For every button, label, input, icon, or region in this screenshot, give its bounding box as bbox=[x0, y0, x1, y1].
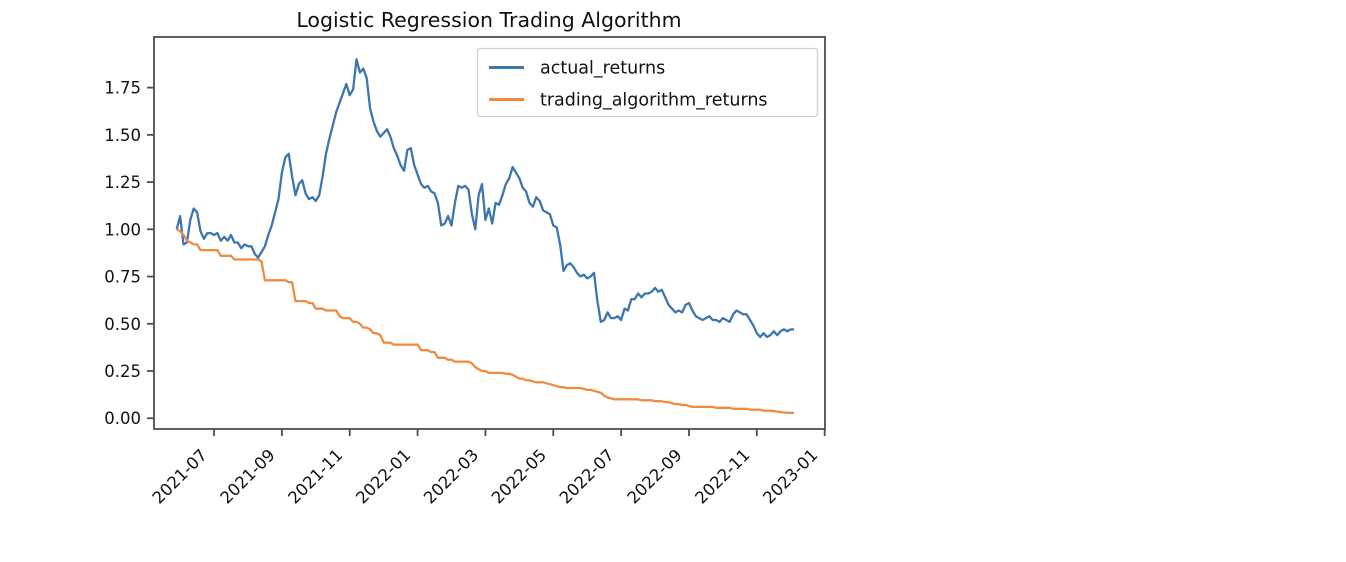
series-line-trading_algorithm_returns bbox=[176, 228, 795, 415]
y-tick-label: 1.00 bbox=[104, 220, 141, 239]
x-tick-label: 2023-01 bbox=[759, 445, 821, 507]
legend-box bbox=[476, 47, 819, 118]
y-tick-label: 0.50 bbox=[104, 315, 141, 334]
y-tick-label: 0.00 bbox=[104, 409, 141, 428]
legend-label-trading-algorithm-returns: trading_algorithm_returns bbox=[540, 91, 768, 111]
x-tick-label: 2021-11 bbox=[284, 445, 346, 507]
chart-title: Logistic Regression Trading Algorithm bbox=[296, 8, 681, 32]
x-tick-label: 2022-05 bbox=[488, 445, 550, 507]
legend: actual_returns trading_algorithm_returns bbox=[476, 47, 819, 118]
x-tick-label: 2022-07 bbox=[556, 445, 618, 507]
x-tick-label: 2022-03 bbox=[420, 445, 482, 507]
x-tick-label: 2022-11 bbox=[691, 445, 753, 507]
y-tick-label: 0.75 bbox=[104, 268, 141, 287]
x-tick-label: 2021-07 bbox=[149, 445, 211, 507]
x-tick-label: 2022-09 bbox=[624, 445, 686, 507]
legend-label-actual-returns: actual_returns bbox=[540, 59, 665, 79]
y-tick-label: 0.25 bbox=[104, 362, 141, 381]
x-tick-label: 2022-01 bbox=[352, 445, 414, 507]
y-tick-label: 1.25 bbox=[104, 173, 141, 192]
x-tick-label: 2021-09 bbox=[217, 445, 279, 507]
axes-frame bbox=[153, 36, 826, 430]
series-line-actual_returns bbox=[175, 58, 795, 339]
y-tick-label: 1.75 bbox=[104, 79, 141, 98]
y-tick-label: 1.50 bbox=[104, 126, 141, 145]
